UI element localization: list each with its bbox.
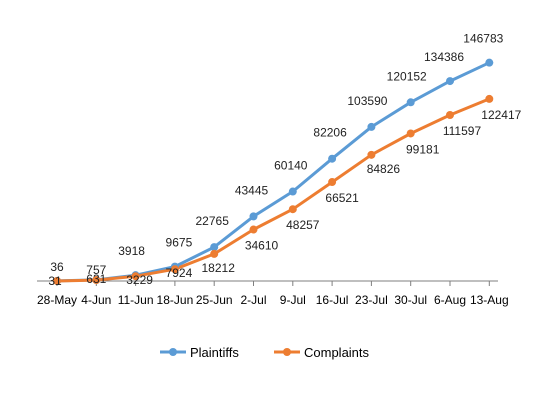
data-point-plaintiffs (210, 243, 219, 252)
data-point-plaintiffs (485, 58, 494, 67)
data-label-plaintiffs: 82206 (313, 126, 347, 140)
legend: Plaintiffs Complaints (160, 345, 370, 360)
data-label-plaintiffs: 43445 (235, 183, 269, 197)
data-label-complaints: 99181 (406, 142, 440, 156)
data-label-plaintiffs: 120152 (387, 69, 427, 83)
data-label-plaintiffs: 22765 (196, 214, 230, 228)
data-label-complaints: 18212 (202, 261, 236, 275)
data-label-plaintiffs: 103590 (347, 94, 387, 108)
data-label-plaintiffs: 134386 (424, 50, 464, 64)
data-label-complaints: 122417 (481, 108, 521, 122)
x-tick-label: 25-Jun (196, 293, 233, 307)
x-tick-label: 9-Jul (280, 293, 306, 307)
data-point-plaintiffs (288, 187, 297, 196)
data-point-plaintiffs (406, 98, 415, 107)
data-label-complaints: 84826 (367, 162, 401, 176)
data-label-complaints: 3229 (126, 273, 153, 287)
legend-entry-plaintiffs: Plaintiffs (160, 345, 239, 360)
x-tick-label: 30-Jul (394, 293, 427, 307)
data-label-plaintiffs: 757 (86, 263, 106, 277)
data-point-plaintiffs (328, 154, 337, 163)
data-label-complaints: 48257 (286, 218, 320, 232)
x-tick-label: 6-Aug (434, 293, 466, 307)
x-tick-label: 16-Jul (316, 293, 349, 307)
legend-marker-plaintiffs (169, 348, 177, 356)
data-point-complaints (485, 94, 494, 103)
data-point-complaints (170, 265, 179, 274)
data-label-complaints: 31 (48, 274, 62, 288)
x-tick-label: 4-Jun (81, 293, 111, 307)
x-tick-label: 28-May (37, 293, 77, 307)
x-tick-label: 11-Jun (118, 293, 154, 307)
data-point-complaints (406, 129, 415, 138)
x-tick-label: 2-Jul (240, 293, 266, 307)
data-point-plaintiffs (446, 77, 454, 86)
legend-marker-complaints (283, 348, 291, 356)
data-point-complaints (210, 249, 219, 258)
data-point-complaints (446, 110, 454, 119)
data-label-complaints: 66521 (325, 191, 359, 205)
data-point-complaints (92, 276, 101, 285)
data-point-complaints (53, 276, 61, 285)
data-label-plaintiffs: 60140 (274, 159, 308, 173)
data-label-complaints: 631 (86, 272, 106, 286)
data-point-complaints (249, 225, 258, 234)
data-label-plaintiffs: 146783 (463, 32, 503, 46)
legend-label-complaints: Complaints (304, 345, 370, 360)
series-line-complaints (56, 97, 490, 283)
legend-label-plaintiffs: Plaintiffs (190, 345, 239, 360)
plot-area: 28-May 4-Jun 11-Jun 18-Jun 25-Jun 2-Jul 9-Jul 1… (37, 32, 522, 307)
x-tick-label: 18-Jun (157, 293, 194, 307)
x-tick-label: 13-Aug (470, 293, 509, 307)
data-point-complaints (328, 178, 337, 187)
data-point-plaintiffs (249, 212, 258, 221)
x-tick-label: 23-Jul (355, 293, 388, 307)
data-label-plaintiffs: 9675 (166, 236, 193, 250)
data-label-plaintiffs: 3918 (118, 244, 145, 258)
data-label-complaints: 111597 (443, 124, 482, 138)
data-point-complaints (288, 205, 297, 214)
data-label-complaints: 34610 (245, 239, 279, 253)
legend-entry-complaints: Complaints (274, 345, 370, 360)
data-point-complaints (367, 150, 376, 159)
data-label-plaintiffs: 36 (50, 260, 64, 274)
data-label-complaints: 7924 (166, 266, 193, 280)
data-point-plaintiffs (367, 122, 376, 131)
data-point-complaints (131, 272, 140, 281)
